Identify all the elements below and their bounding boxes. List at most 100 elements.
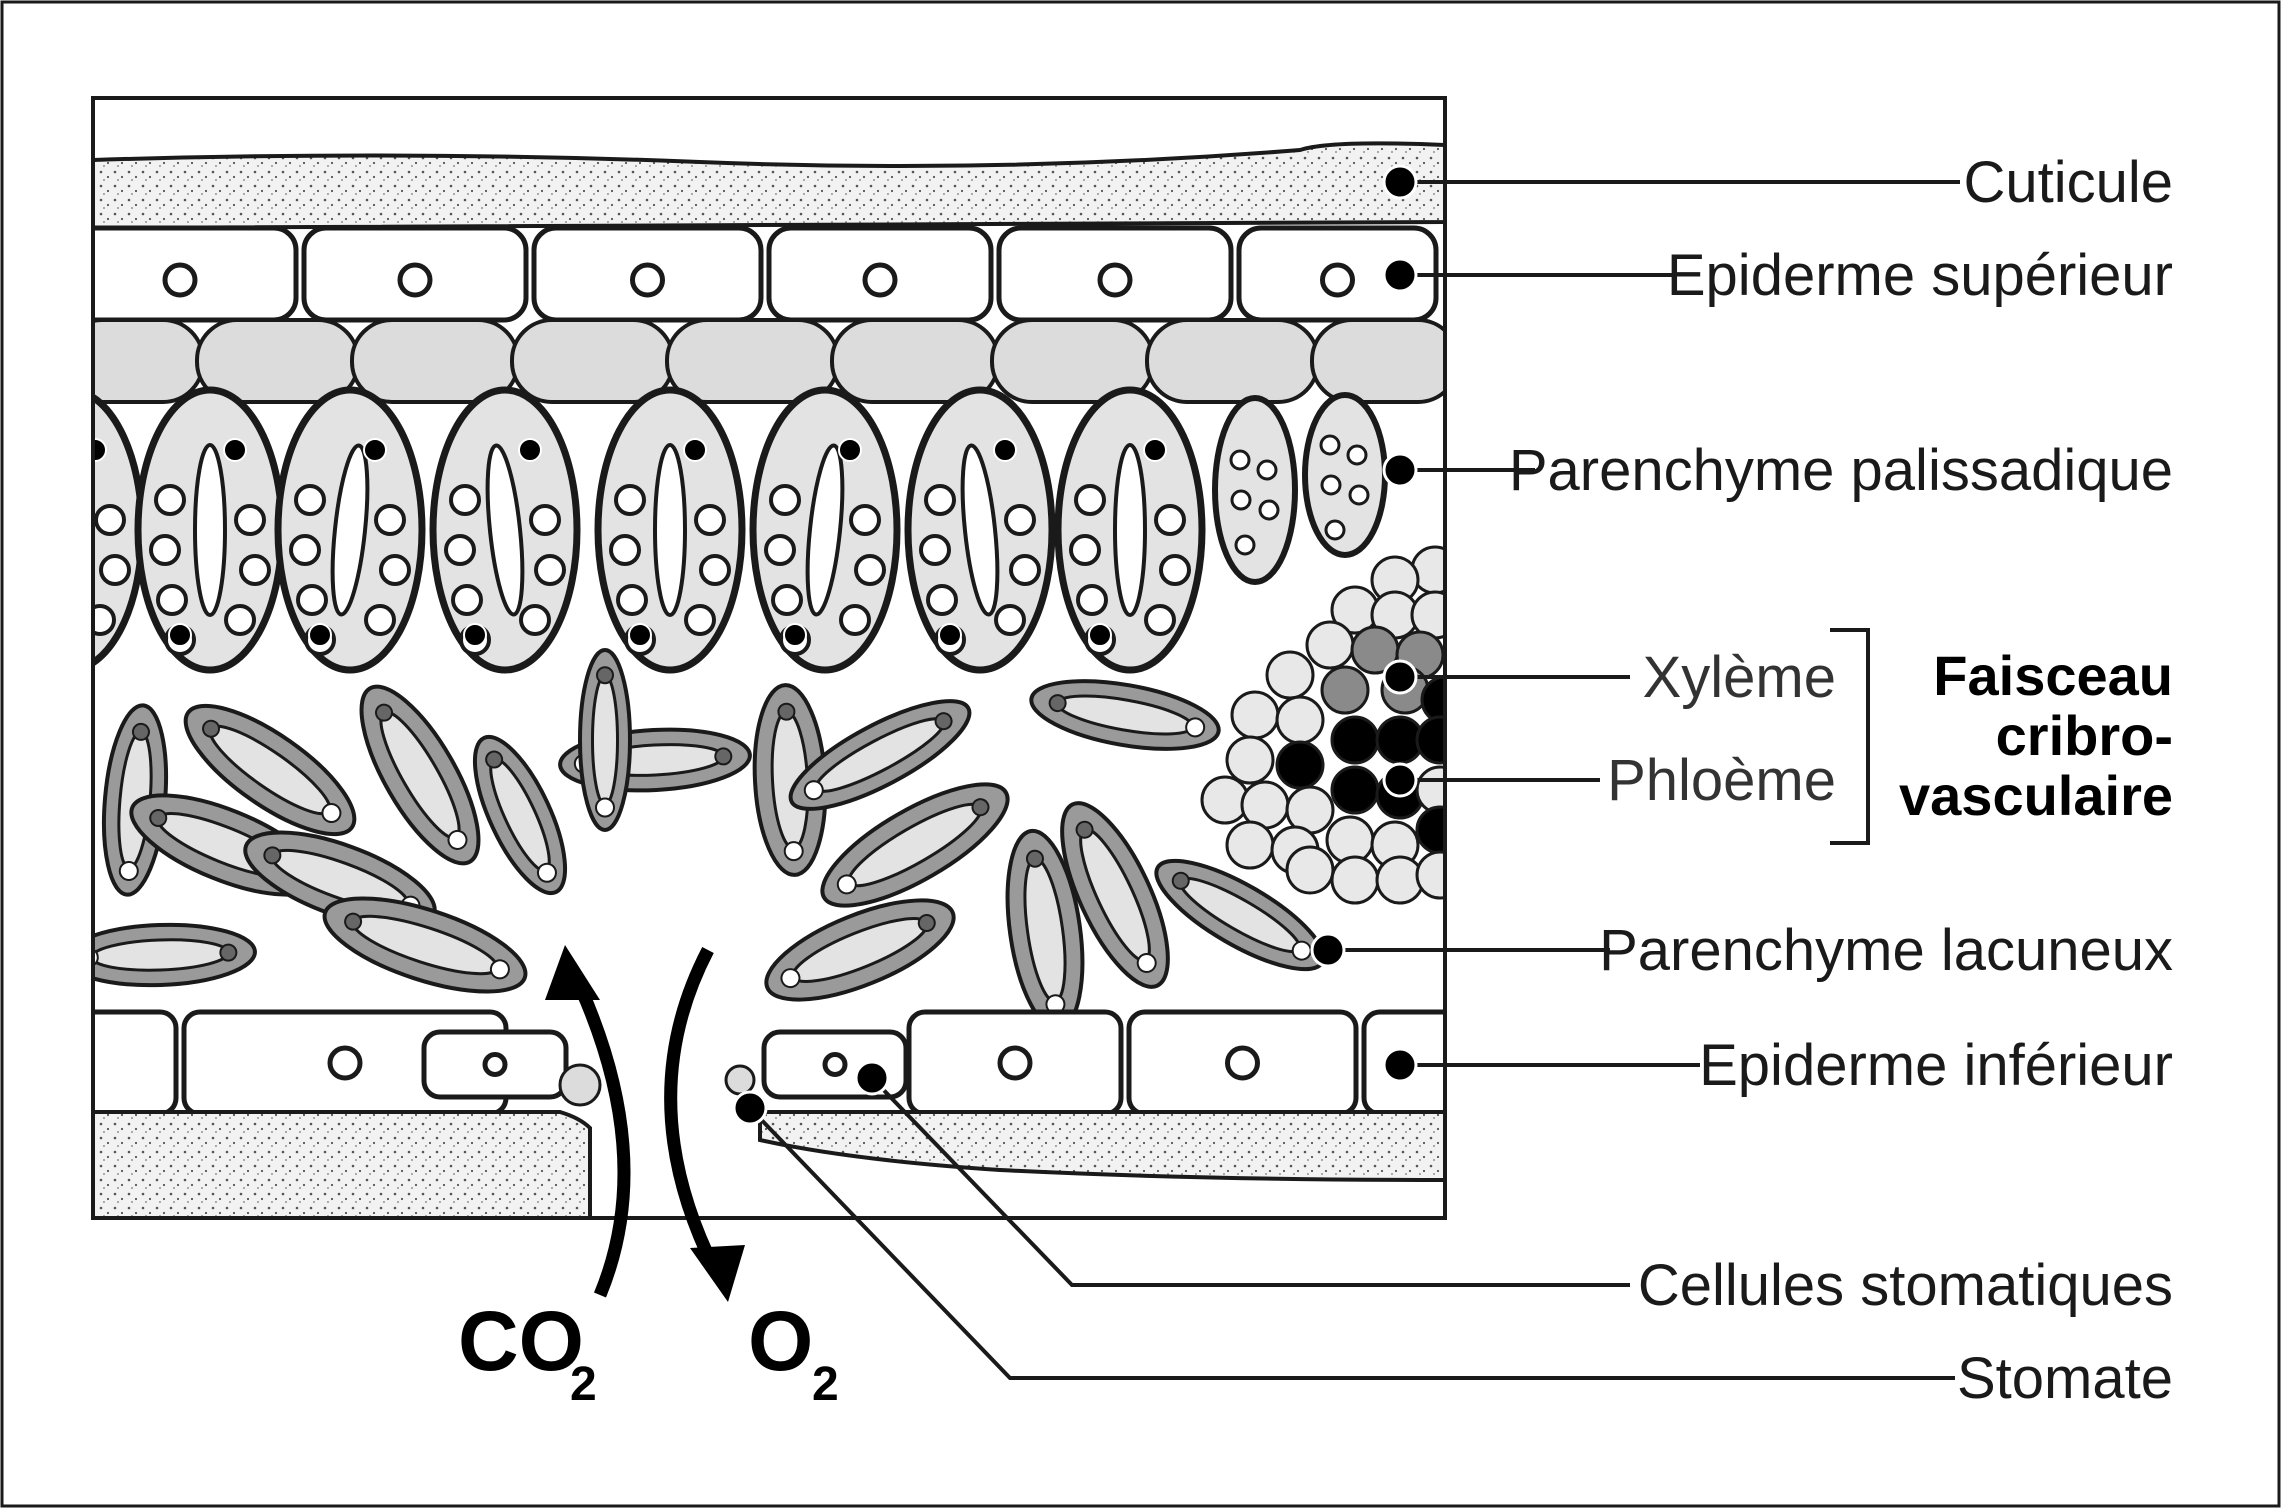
label-faisceau-line3: vasculaire: [1899, 764, 2173, 827]
nucleus: [1143, 438, 1167, 462]
nucleus: [1048, 694, 1067, 713]
chloroplast: [1324, 519, 1346, 541]
chloroplast: [694, 504, 726, 536]
palisade-cell: [749, 386, 901, 674]
bundle-sheath-cell: [1225, 820, 1275, 870]
nucleus: [917, 914, 936, 933]
palisade-cell: [429, 386, 581, 674]
chloroplast: [489, 959, 510, 980]
nucleus: [485, 750, 504, 769]
chloroplast: [93, 604, 116, 636]
leader-lines: [748, 180, 1960, 1380]
spongy-cell: [788, 699, 972, 811]
chloroplast: [444, 534, 476, 566]
chloroplast: [534, 554, 566, 586]
phloem-cell: [1330, 715, 1380, 765]
cell-nucleus: [162, 262, 198, 298]
nucleus: [938, 623, 962, 647]
chloroplast: [1074, 484, 1106, 516]
label-stomate: Stomate: [1957, 1346, 2173, 1411]
spongy-cell: [1029, 679, 1221, 751]
spongy-cell: [472, 734, 568, 896]
nucleus: [219, 943, 238, 962]
bundle-sheath-cell: [1285, 845, 1335, 895]
bundle-sheath-cell: [1230, 690, 1280, 740]
bundle-sheath-cell: [1305, 620, 1355, 670]
nucleus: [1075, 820, 1094, 839]
label-xyleme: Xylème: [1643, 645, 1836, 710]
chloroplast: [289, 534, 321, 566]
lower-cuticle-right: [758, 1110, 1445, 1183]
label-phloeme: Phloème: [1607, 748, 1836, 813]
chloroplast: [616, 584, 648, 616]
spongy-cell: [183, 703, 357, 837]
chloroplast: [296, 584, 328, 616]
spongy-cell: [1060, 801, 1170, 989]
chloroplast: [234, 504, 266, 536]
cell-nucleus: [1097, 262, 1133, 298]
palisade-cell-small: [1302, 392, 1388, 558]
bundle-sheath-cell: [1330, 855, 1380, 905]
chloroplast: [374, 504, 406, 536]
o2-label: O: [748, 1294, 813, 1388]
spongy-cell: [764, 898, 956, 1002]
chloroplast: [1258, 499, 1280, 521]
nucleus: [202, 719, 221, 738]
chloroplast: [451, 584, 483, 616]
phloem-cell: [1275, 740, 1325, 790]
chloroplast: [529, 504, 561, 536]
chloroplast: [1234, 534, 1256, 556]
palisade-cell: [594, 386, 746, 674]
nucleus: [308, 623, 332, 647]
cell-nucleus: [327, 1045, 363, 1081]
cell-nucleus: [997, 1045, 1033, 1081]
lower-epidermis-cell: [93, 1009, 179, 1117]
nucleus: [777, 702, 796, 721]
spongy-cell: [93, 922, 257, 988]
chloroplast: [519, 604, 551, 636]
chloroplast: [1136, 952, 1157, 973]
phloem-cell: [1420, 675, 1445, 725]
o2-arrow: [664, 947, 721, 1273]
chloroplast: [836, 874, 857, 895]
chloroplast: [1144, 604, 1176, 636]
chloroplast: [1185, 717, 1206, 738]
cell-nucleus: [482, 1052, 508, 1077]
lower-epidermis: [93, 1009, 1445, 1117]
guard-cell: [724, 1064, 756, 1096]
nucleus: [131, 722, 150, 741]
lower-cuticle: [93, 1110, 592, 1218]
nucleus: [971, 798, 990, 817]
nucleus: [1171, 871, 1190, 890]
nucleus: [375, 703, 393, 722]
chloroplast: [449, 484, 481, 516]
co2-arrow: [564, 962, 631, 1298]
chloroplast: [99, 554, 131, 586]
bundle-sheath-cell: [1225, 735, 1275, 785]
chloroplast: [699, 554, 731, 586]
cell-nucleus: [862, 262, 898, 298]
chloroplast: [11, 536, 39, 564]
chloroplast: [1154, 504, 1186, 536]
chloroplast: [1076, 584, 1108, 616]
chloroplast: [156, 584, 188, 616]
cell-nucleus: [1320, 262, 1355, 298]
chloroplast: [239, 554, 271, 586]
chloroplast: [1159, 554, 1191, 586]
chloroplast: [1346, 444, 1368, 466]
chloroplast: [149, 534, 181, 566]
bundle-sheath-cell: [1415, 850, 1445, 900]
chloroplast: [854, 554, 886, 586]
nucleus: [29, 624, 51, 646]
subepidermal-cell: [1310, 318, 1445, 404]
chloroplast: [595, 797, 615, 818]
label-faisceau-line1: Faisceau: [1933, 644, 2173, 707]
nucleus: [714, 747, 733, 766]
upper-cuticle: [93, 141, 1445, 231]
nucleus: [518, 438, 542, 462]
chloroplast: [93, 947, 99, 968]
palisade-cell: [904, 386, 1056, 674]
subepidermal-cell: [1145, 318, 1320, 404]
palisade-cell-small: [1212, 395, 1298, 585]
label-epiderme-superieur: Epiderme supérieur: [1667, 243, 2173, 308]
